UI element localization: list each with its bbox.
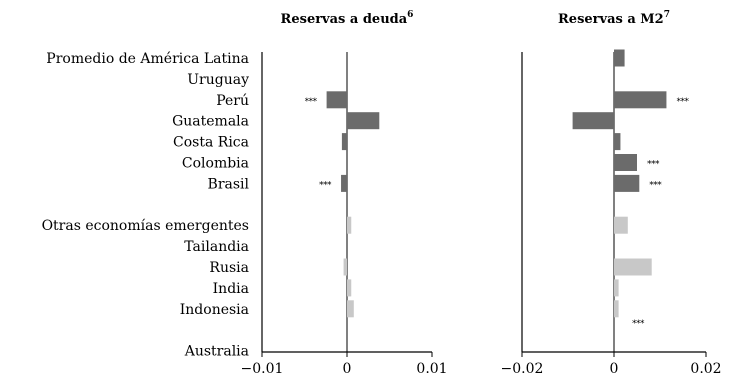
panel-title-text: Reservas a M2 [558, 12, 664, 27]
panel-title-superscript: 6 [407, 10, 413, 20]
category-labels: Promedio de América Latina Uruguay Perú Gua… [42, 51, 250, 360]
panel-title-superscript: 7 [664, 10, 670, 20]
significance-marker: *** [676, 97, 689, 107]
category-label: Costa Rica [173, 135, 249, 151]
x-tick-label: 0 [343, 361, 352, 377]
bar [614, 91, 667, 109]
category-label: Promedio de América Latina [46, 51, 249, 67]
bar [347, 112, 380, 130]
bar [614, 216, 628, 234]
bar [614, 154, 637, 171]
significance-marker: *** [632, 319, 645, 329]
bar [614, 258, 652, 276]
category-label: India [213, 281, 249, 297]
bar [572, 112, 614, 130]
x-tick-label: 0 [610, 361, 619, 377]
significance-marker: *** [649, 180, 662, 190]
category-label: Australia [184, 344, 249, 360]
bar [614, 279, 619, 297]
panel-1: −0.01 0 0.01 *** *** [241, 52, 448, 377]
category-label: Guatemala [172, 114, 249, 130]
bar [614, 133, 621, 151]
category-label: Uruguay [187, 72, 249, 88]
bar [614, 49, 625, 67]
x-tick-label: −0.01 [241, 361, 284, 377]
panel-title: Reservas a M27 [558, 10, 670, 27]
bar [341, 174, 347, 192]
category-label: Colombia [182, 156, 249, 172]
category-label: Perú [216, 93, 249, 109]
bar [341, 133, 347, 151]
category-label: Otras economías emergentes [42, 218, 249, 234]
significance-marker: *** [319, 180, 332, 190]
bar [614, 174, 640, 192]
bar [347, 216, 352, 234]
significance-marker: *** [647, 160, 660, 170]
category-label: Brasil [208, 176, 250, 192]
category-label: Tailandia [184, 239, 249, 255]
panel-title-text: Reservas a deuda [281, 12, 408, 27]
category-label: Indonesia [180, 302, 249, 318]
chart-panels: −0.01 0 0.01 *** *** −0.02 0 0.02 *** *** *** *** [241, 49, 722, 377]
bar [343, 258, 347, 276]
x-tick-label: 0.01 [416, 361, 447, 377]
bar [347, 300, 354, 318]
panel-2: −0.02 0 0.02 *** *** *** *** [501, 49, 722, 377]
bar [614, 300, 619, 318]
category-label: Rusia [209, 260, 249, 276]
x-tick-label: 0.02 [690, 361, 721, 377]
panel-titles: Reservas a deuda6 Reservas a M27 [281, 10, 670, 27]
significance-marker: *** [305, 97, 318, 107]
x-tick-label: −0.02 [501, 361, 544, 377]
bar [347, 279, 352, 297]
panel-title: Reservas a deuda6 [281, 10, 414, 27]
bar [326, 91, 347, 109]
